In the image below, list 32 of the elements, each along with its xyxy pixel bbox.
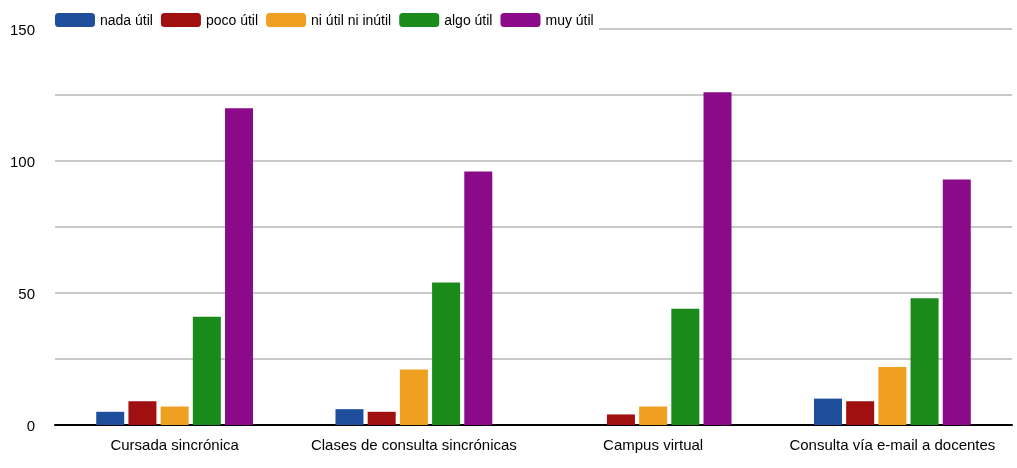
bar — [639, 406, 668, 425]
y-tick-label: 0 — [26, 416, 35, 434]
x-tick-label: Cursada sincrónica — [110, 436, 240, 453]
bar — [910, 298, 939, 425]
bar — [160, 406, 189, 425]
bar — [432, 282, 461, 425]
bar — [813, 398, 842, 425]
bar — [846, 401, 875, 425]
x-tick-label: Campus virtual — [603, 436, 704, 453]
bar — [703, 92, 732, 425]
x-tick-label: Clases de consulta sincrónicas — [310, 436, 517, 453]
x-tick-label: Consulta vía e-mail a docentes — [789, 436, 996, 453]
legend-label: algo útil — [444, 12, 493, 28]
bar — [225, 108, 254, 425]
bar — [192, 316, 221, 425]
bar — [128, 401, 157, 425]
bar — [606, 414, 635, 425]
bar — [878, 366, 907, 425]
bar — [399, 369, 428, 425]
y-tick-label: 150 — [9, 20, 35, 38]
bar — [96, 411, 125, 425]
bar — [367, 411, 396, 425]
legend-label: muy útil — [545, 12, 594, 28]
bar — [335, 409, 364, 425]
legend-label: ni útil ni inútil — [311, 12, 392, 28]
bar — [942, 179, 971, 425]
y-tick-label: 50 — [18, 284, 35, 302]
legend-label: nada útil — [100, 12, 153, 28]
bar — [464, 171, 493, 425]
legend-label: poco útil — [205, 12, 259, 28]
y-tick-label: 100 — [9, 152, 35, 170]
bar — [671, 308, 700, 425]
